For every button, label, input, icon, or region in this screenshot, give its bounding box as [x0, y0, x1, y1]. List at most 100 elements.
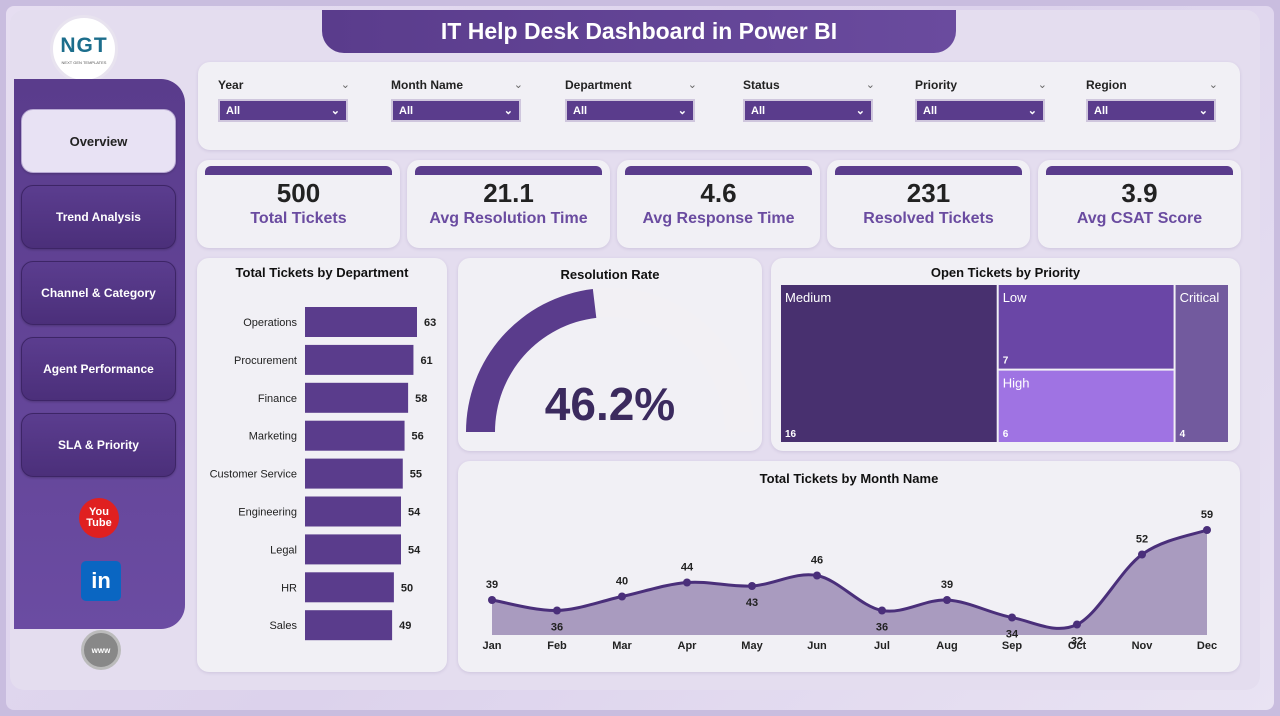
region-dropdown[interactable]: All ⌄ [1086, 99, 1216, 122]
data-point [748, 582, 756, 590]
kpi-accent-bar [835, 166, 1022, 175]
chevron-down-icon[interactable]: ⌄ [513, 79, 523, 91]
bar [305, 420, 405, 451]
data-point [813, 571, 821, 580]
x-tick-label: Jun [807, 640, 827, 652]
x-tick-label: Aug [936, 640, 957, 652]
bar-value-label: 56 [412, 431, 424, 443]
priority-treemap: Medium 16 Low 7 High 6 Critical 4 [781, 285, 1228, 442]
bar-value-label: 58 [415, 393, 427, 405]
department-bar-chart: Operations 63 Procurement 61 Finance 58 Market… [210, 307, 436, 641]
chevron-down-icon: ⌄ [1027, 105, 1037, 117]
kpi-label: Avg Response Time [642, 210, 795, 227]
data-point [1073, 620, 1081, 629]
kpi-value: 231 [906, 178, 951, 208]
treemap-value-label: 7 [1003, 356, 1009, 367]
data-label: 34 [1006, 629, 1019, 641]
filter-label: Region [1086, 78, 1127, 92]
data-label: 36 [551, 622, 563, 634]
chevron-down-icon[interactable]: ⌄ [340, 79, 350, 91]
chevron-down-icon: ⌄ [855, 105, 865, 117]
kpi-value: 3.9 [1121, 178, 1158, 208]
bar [305, 610, 393, 641]
chart-title: Total Tickets by Month Name [759, 471, 939, 486]
month-dropdown[interactable]: All ⌄ [391, 99, 521, 122]
treemap-label: High [1003, 376, 1030, 391]
treemap-label: Critical [1180, 290, 1220, 305]
filter-label: Month Name [391, 78, 463, 92]
chart-title: Total Tickets by Department [235, 265, 409, 280]
chevron-down-icon[interactable]: ⌄ [1037, 79, 1047, 91]
dropdown-value: All [1094, 104, 1109, 117]
priority-dropdown[interactable]: All ⌄ [915, 99, 1045, 122]
data-point [1008, 613, 1016, 622]
kpi-accent-bar [415, 166, 602, 175]
nav-trend-analysis-button[interactable]: Trend Analysis [21, 185, 176, 249]
x-tick-label: Feb [547, 640, 567, 652]
filter-region: Region ⌄ All ⌄ [1086, 78, 1218, 122]
kpi-label: Avg CSAT Score [1076, 210, 1203, 227]
year-dropdown[interactable]: All ⌄ [218, 99, 348, 122]
treemap-value-label: 6 [1003, 429, 1009, 440]
bar-value-label: 63 [424, 317, 436, 329]
resolution-rate-panel: Resolution Rate 46.2% [458, 258, 762, 451]
treemap-tile [781, 285, 997, 442]
open-tickets-panel: Open Tickets by Priority Medium 16 Low 7 Hig… [771, 258, 1240, 451]
dropdown-value: All [923, 104, 938, 117]
bar [305, 344, 414, 375]
bar-value-label: 61 [420, 355, 432, 367]
kpi-card-resolved-tickets: 231 Resolved Tickets [827, 160, 1030, 248]
filter-priority: Priority ⌄ All ⌄ [915, 78, 1047, 122]
kpi-value: 500 [276, 178, 321, 208]
linkedin-icon[interactable]: in [81, 561, 121, 601]
data-point [1138, 550, 1146, 559]
nav-overview-button[interactable]: Overview [21, 109, 176, 173]
kpi-card-avg-response-time: 4.6 Avg Response Time [617, 160, 820, 248]
bar-value-label: 54 [408, 507, 421, 519]
bar [305, 572, 394, 603]
nav-agent-performance-button[interactable]: Agent Performance [21, 337, 176, 401]
globe-icon[interactable]: www [81, 630, 121, 670]
chevron-down-icon[interactable]: ⌄ [1208, 79, 1218, 91]
nav-sla-priority-button[interactable]: SLA & Priority [21, 413, 176, 477]
logo-mark: NGT [60, 33, 108, 57]
x-tick-label: Oct [1068, 640, 1087, 652]
x-tick-label: Jan [483, 640, 502, 652]
kpi-card-avg-csat-score: 3.9 Avg CSAT Score [1038, 160, 1241, 248]
data-label: 39 [941, 579, 953, 591]
bar-category-label: Marketing [249, 431, 297, 443]
filter-year: Year ⌄ All ⌄ [218, 78, 350, 122]
data-label: 46 [811, 555, 823, 567]
monthly-tickets-panel: Total Tickets by Month Name 39 Jan 36 Feb 40… [458, 461, 1240, 672]
nav-channel-category-button[interactable]: Channel & Category [21, 261, 176, 325]
data-point [878, 606, 886, 615]
logo-subtitle: NEXT GEN TEMPLATES [61, 59, 107, 65]
department-chart-panel: Total Tickets by Department Operations 63… [197, 258, 447, 672]
dropdown-value: All [226, 104, 241, 117]
filter-label: Priority [915, 78, 958, 92]
kpi-card-total-tickets: 500 Total Tickets [197, 160, 400, 248]
data-label: 43 [746, 597, 758, 609]
filter-label: Year [218, 78, 244, 92]
filter-month-name: Month Name ⌄ All ⌄ [391, 78, 523, 122]
department-dropdown[interactable]: All ⌄ [565, 99, 695, 122]
x-tick-label: May [741, 640, 763, 652]
data-label: 40 [616, 576, 628, 588]
chevron-down-icon[interactable]: ⌄ [687, 79, 697, 91]
data-point [943, 596, 951, 604]
bar [305, 496, 401, 527]
youtube-icon[interactable]: You Tube [79, 498, 119, 538]
bar-category-label: Procurement [234, 355, 297, 367]
chart-title: Resolution Rate [560, 267, 660, 282]
chevron-down-icon: ⌄ [1198, 105, 1208, 117]
kpi-card-avg-resolution-time: 21.1 Avg Resolution Time [407, 160, 610, 248]
kpi-label: Avg Resolution Time [429, 210, 588, 227]
chevron-down-icon[interactable]: ⌄ [865, 79, 875, 91]
bar [305, 382, 409, 413]
chevron-down-icon: ⌄ [677, 105, 687, 117]
x-tick-label: Mar [612, 640, 632, 652]
data-point [553, 606, 561, 615]
bar-category-label: Legal [270, 544, 297, 556]
status-dropdown[interactable]: All ⌄ [743, 99, 873, 122]
data-label: 39 [486, 579, 498, 591]
